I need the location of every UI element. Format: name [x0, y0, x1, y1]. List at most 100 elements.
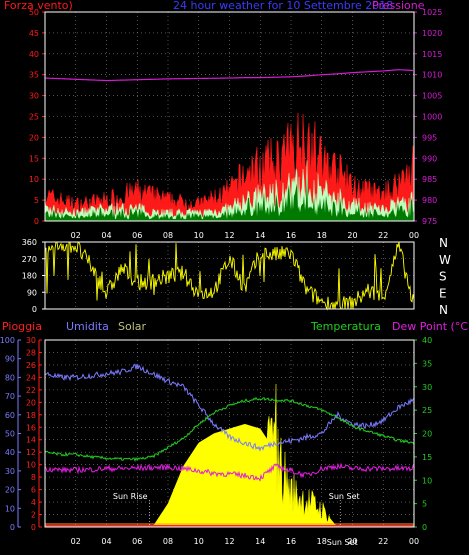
right-tick-label: 10	[422, 476, 432, 485]
series-dewpoint	[44, 462, 415, 482]
time-tick-label: 12	[224, 537, 234, 546]
time-tick-label: 02	[71, 231, 81, 240]
compass-label: W	[439, 253, 451, 267]
humidity-tick-label: 10	[5, 504, 15, 513]
direction-tick-label: 90	[27, 288, 37, 297]
right-tick-label: 1005	[422, 92, 442, 101]
time-tick-label: 04	[101, 231, 111, 240]
rain-tick-label: 6	[31, 486, 36, 495]
right-tick-label: 980	[422, 196, 437, 205]
rain-tick-label: 10	[26, 461, 36, 470]
right-tick-label: 0	[422, 523, 427, 532]
left-tick-label: 45	[29, 29, 39, 38]
right-tick-label: 1015	[422, 50, 442, 59]
plot-frame	[44, 241, 415, 310]
rain-tick-label: 24	[26, 373, 36, 382]
right-tick-label: 15	[422, 453, 432, 462]
rain-tick-label: 26	[26, 361, 36, 370]
humidity-tick-label: 60	[5, 411, 15, 420]
time-tick-label: 00	[409, 231, 419, 240]
temperature-axis-title: Temperatura	[310, 320, 381, 333]
right-tick-label: 1020	[422, 29, 442, 38]
time-tick-label: 08	[163, 537, 173, 546]
time-tick-label: 14	[255, 231, 265, 240]
rain-tick-label: 20	[26, 398, 36, 407]
compass-label: N	[439, 303, 448, 317]
right-tick-label: 20	[422, 430, 432, 439]
series-direction	[44, 241, 415, 311]
time-tick-label: 00	[409, 537, 419, 546]
rain-axis-title: Pioggia	[2, 320, 42, 333]
right-tick-label: 40	[422, 336, 432, 345]
right-tick-label: 5	[422, 500, 427, 509]
rain-tick-label: 2	[31, 511, 36, 520]
rain-humidity-temperature-panel: 0102030405060708090100024681012141618202…	[0, 336, 432, 547]
left-tick-label: 40	[29, 50, 39, 59]
right-tick-label: 1010	[422, 71, 442, 80]
wind-title: Forza vento)	[4, 0, 73, 12]
rain-tick-label: 18	[26, 411, 36, 420]
right-tick-label: 990	[422, 154, 437, 163]
time-tick-label: 06	[132, 537, 142, 546]
solar-axis-title: Solar	[118, 320, 147, 333]
time-tick-label: 16	[286, 537, 296, 546]
rain-tick-label: 16	[26, 423, 36, 432]
direction-tick-label: 0	[32, 305, 37, 314]
rain-tick-label: 4	[31, 498, 36, 507]
compass-label: S	[439, 270, 447, 284]
time-tick-label: 22	[378, 231, 388, 240]
left-tick-label: 0	[34, 217, 39, 226]
time-tick-label: 16	[286, 231, 296, 240]
right-tick-label: 985	[422, 175, 437, 184]
humidity-tick-label: 50	[5, 430, 15, 439]
left-tick-label: 25	[29, 113, 39, 122]
direction-tick-label: 360	[22, 238, 37, 247]
wind-pressure-panel: 0510152025303540455097598098599099510001…	[29, 8, 443, 240]
chart-subtitle: 24 hour weather for 10 Settembre 2018	[173, 0, 393, 12]
sunrise-label: Sun Rise	[113, 492, 148, 501]
time-tick-label: 18	[317, 537, 327, 546]
left-tick-label: 35	[29, 71, 39, 80]
direction-tick-label: 180	[22, 272, 37, 281]
rain-tick-label: 22	[26, 386, 36, 395]
right-tick-label: 35	[422, 359, 432, 368]
time-tick-label: 02	[71, 537, 81, 546]
time-tick-label: 20	[347, 231, 357, 240]
humidity-tick-label: 80	[5, 373, 15, 382]
sunset-label: Sun Set	[329, 492, 360, 501]
time-tick-label: 10	[194, 231, 204, 240]
right-tick-label: 1000	[422, 113, 442, 122]
rain-tick-label: 28	[26, 348, 36, 357]
time-tick-label: 14	[255, 537, 265, 546]
rain-tick-label: 8	[31, 473, 36, 482]
direction-tick-label: 270	[22, 255, 37, 264]
compass-label: N	[439, 236, 448, 250]
humidity-tick-label: 70	[5, 392, 15, 401]
time-tick-label: 22	[378, 537, 388, 546]
time-tick-label: 06	[132, 231, 142, 240]
series-average-low	[45, 176, 414, 221]
rain-tick-label: 30	[26, 336, 36, 345]
time-tick-label: 04	[101, 537, 111, 546]
series-pressure	[44, 69, 414, 82]
left-tick-label: 5	[34, 196, 39, 205]
plot-frame	[44, 11, 415, 222]
time-tick-label: 12	[224, 231, 234, 240]
series-average	[44, 160, 415, 222]
compass-label: E	[439, 286, 447, 300]
time-tick-label: 08	[163, 231, 173, 240]
left-tick-label: 15	[29, 154, 39, 163]
right-tick-label: 995	[422, 133, 437, 142]
rain-tick-label: 0	[31, 523, 36, 532]
humidity-tick-label: 100	[0, 336, 15, 345]
humidity-tick-label: 20	[5, 486, 15, 495]
dewpoint-axis-title: Dew Point (°C)	[392, 320, 469, 333]
humidity-tick-label: 40	[5, 448, 15, 457]
left-tick-label: 10	[29, 175, 39, 184]
right-tick-label: 25	[422, 406, 432, 415]
left-tick-label: 30	[29, 92, 39, 101]
sunset-label-bottom: Sun Set	[327, 538, 358, 547]
time-tick-label: 18	[317, 231, 327, 240]
